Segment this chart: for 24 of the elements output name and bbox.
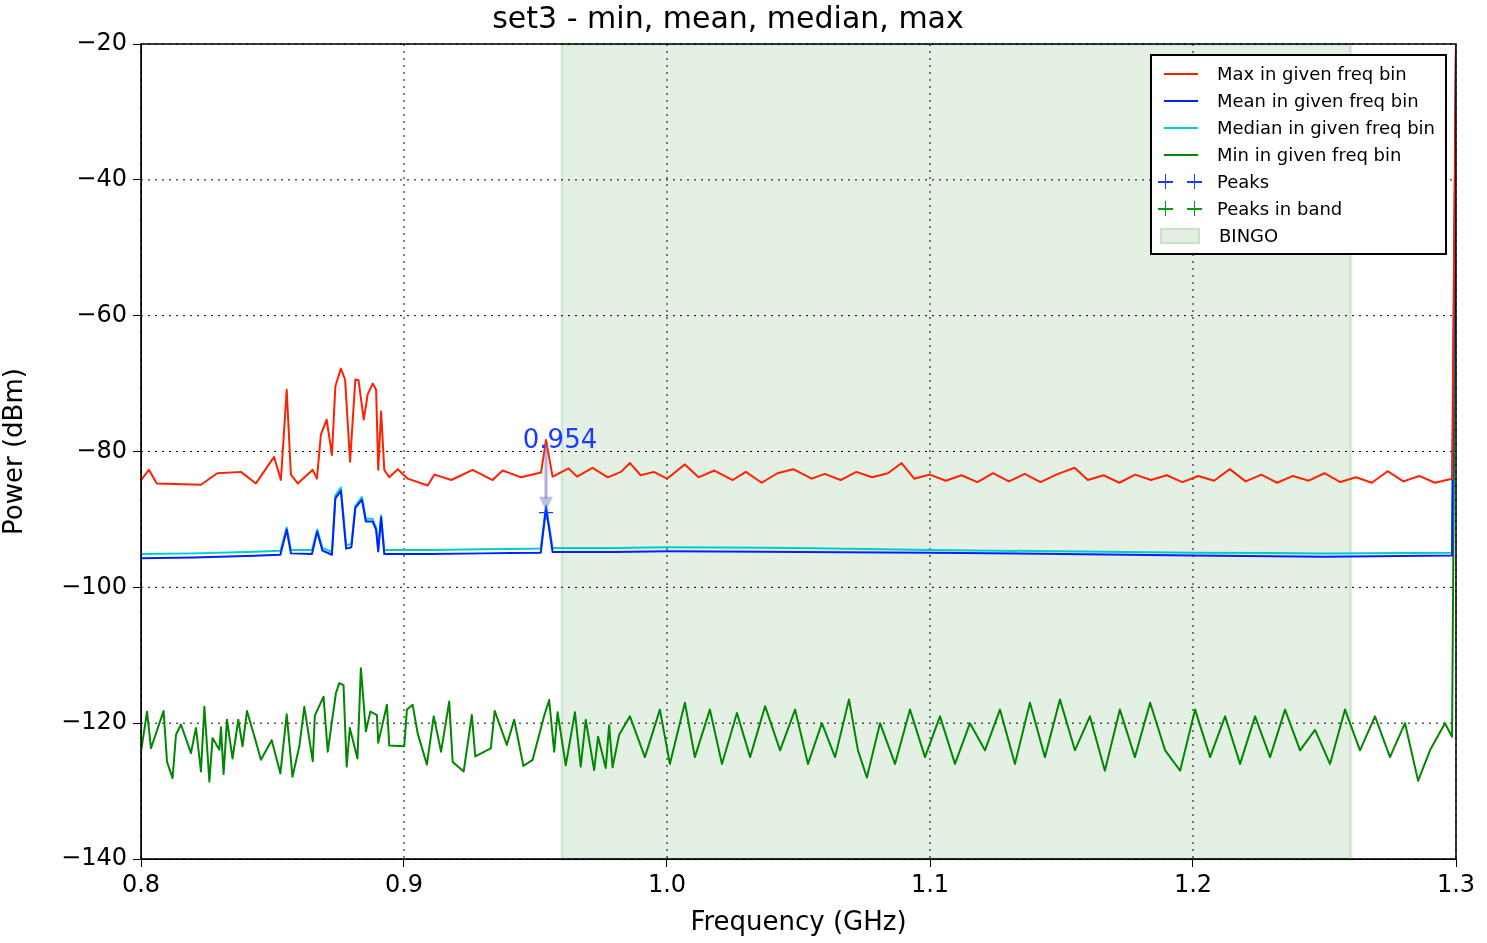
band-label: BINGO xyxy=(1218,224,1279,248)
x-tick-label: 1.1 xyxy=(910,869,950,898)
legend-label: Peaks in band xyxy=(1216,197,1343,221)
y-tick-label: −100 xyxy=(61,571,127,600)
x-tick-label: 0.9 xyxy=(384,869,424,898)
y-tick-label: −80 xyxy=(76,435,127,464)
y-tick-label: −20 xyxy=(76,28,127,57)
x-tick-label: 1.0 xyxy=(647,869,687,898)
legend-label: Max in given freq bin xyxy=(1216,62,1407,86)
x-tick-label: 0.8 xyxy=(121,869,161,898)
x-axis-title: Frequency (GHz) xyxy=(690,906,907,937)
y-tick-label: −120 xyxy=(61,707,127,736)
annotation: 0.954 xyxy=(522,424,598,455)
legend-label: Median in given freq bin xyxy=(1216,116,1435,140)
x-tick-label: 1.3 xyxy=(1436,869,1476,898)
y-tick-label: −60 xyxy=(76,299,127,328)
legend-label: Mean in given freq bin xyxy=(1216,89,1419,113)
y-tick-label: −140 xyxy=(61,843,127,872)
legend-label: Min in given freq bin xyxy=(1216,143,1402,167)
legend-label: Peaks xyxy=(1216,170,1270,194)
y-axis-title: Power (dBm) xyxy=(0,368,29,535)
x-tick-label: 1.2 xyxy=(1173,869,1213,898)
chart-title: set3 - min, mean, median, max xyxy=(492,0,964,35)
y-tick-label: −40 xyxy=(76,164,127,193)
